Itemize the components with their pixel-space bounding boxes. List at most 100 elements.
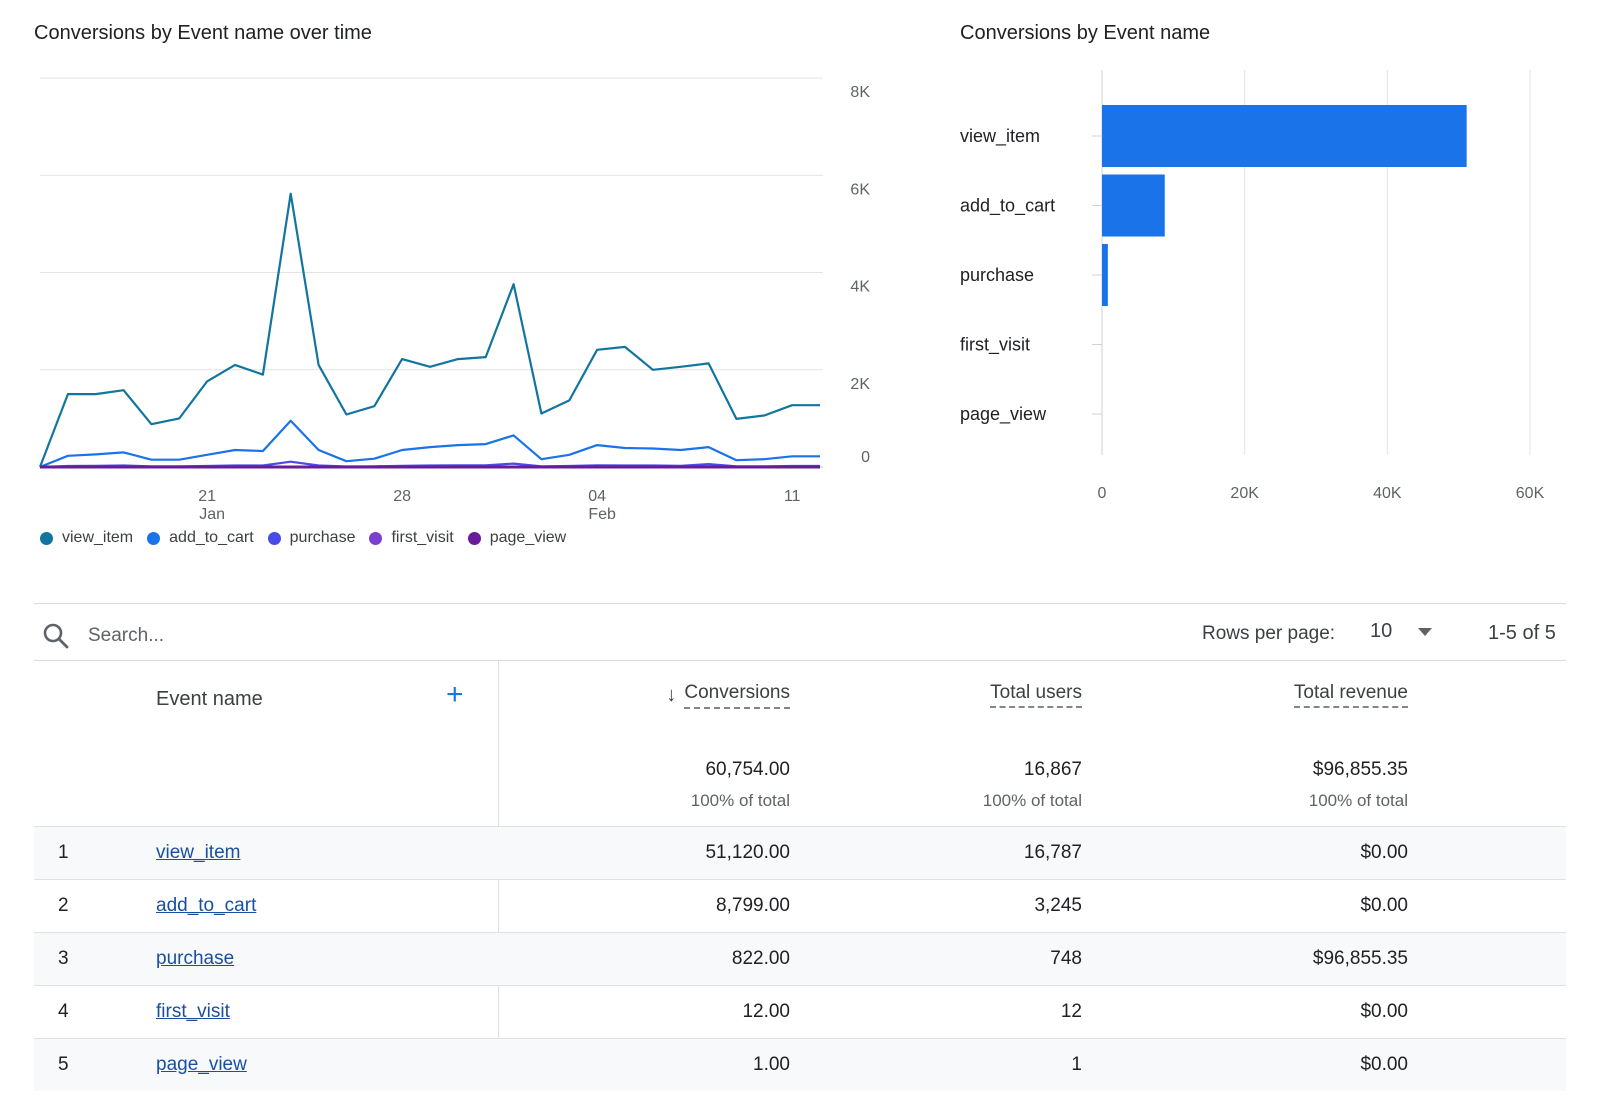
legend-dot — [369, 531, 383, 545]
total-revenue-pct: 100% of total — [1308, 791, 1408, 810]
table-top-divider — [34, 660, 1566, 661]
x-tick-sublabel: Jan — [199, 506, 225, 520]
header-total-users-label: Total users — [990, 682, 1082, 708]
category-label: add_to_cart — [960, 196, 1055, 217]
legend-label: purchase — [289, 529, 356, 546]
row-revenue: $0.00 — [1360, 1001, 1408, 1022]
total-conversions: 60,754.00 — [705, 759, 790, 780]
row-conversions: 51,120.00 — [705, 842, 790, 863]
x-tick-label: 28 — [393, 488, 411, 505]
table-row: 1 view_item 51,120.00 16,787 $0.00 — [34, 826, 1566, 879]
row-conversions: 8,799.00 — [716, 895, 790, 916]
event-link[interactable]: first_visit — [156, 1001, 230, 1022]
category-label: first_visit — [960, 335, 1030, 356]
x-tick-label: 20K — [1230, 485, 1259, 502]
row-index: 3 — [58, 948, 69, 969]
row-index: 4 — [58, 1001, 69, 1022]
series-line-view-item — [38, 192, 820, 468]
row-index: 5 — [58, 1054, 69, 1075]
row-users: 1 — [1071, 1054, 1082, 1075]
bar-view-item — [1102, 105, 1467, 167]
event-link[interactable]: add_to_cart — [156, 895, 257, 916]
category-label: purchase — [960, 265, 1034, 285]
pagination-range: 1-5 of 5 — [1488, 622, 1556, 644]
event-link[interactable]: purchase — [156, 948, 235, 969]
header-conversions-label: Conversions — [684, 682, 790, 709]
row-users: 748 — [1050, 948, 1082, 969]
table-row: 4 first_visit 12.00 12 $0.00 — [34, 985, 1566, 1038]
dropdown-arrow-icon — [1418, 627, 1433, 636]
rows-per-page-select[interactable]: 10 — [1370, 620, 1433, 643]
row-users: 16,787 — [1023, 842, 1082, 863]
total-conversions-pct: 100% of total — [690, 791, 790, 810]
row-conversions: 822.00 — [731, 948, 790, 969]
row-index: 2 — [58, 895, 69, 916]
legend-dot — [267, 531, 281, 545]
row-conversions: 12.00 — [742, 1001, 790, 1022]
x-tick-label: 21 — [198, 488, 216, 505]
series-line-add-to-cart — [39, 419, 820, 469]
event-link[interactable]: page_view — [156, 1054, 247, 1075]
row-revenue: $96,855.35 — [1312, 948, 1408, 969]
total-users-pct: 100% of total — [982, 791, 1082, 810]
row-revenue: $0.00 — [1360, 1054, 1408, 1075]
legend-label: add_to_cart — [169, 529, 254, 546]
header-conversions[interactable]: ↓ Conversions — [666, 682, 790, 709]
y-tick-label: 0 — [861, 449, 870, 466]
header-total-users[interactable]: Total users — [990, 682, 1082, 708]
total-revenue: $96,855.35 — [1312, 759, 1408, 780]
bar-purchase — [1102, 244, 1108, 306]
legend-label: page_view — [489, 529, 567, 546]
legend-label: first_visit — [391, 529, 454, 546]
bar-add-to-cart — [1102, 174, 1165, 237]
row-users: 12 — [1060, 1001, 1082, 1022]
table-row: 2 add_to_cart 8,799.00 3,245 $0.00 — [34, 879, 1566, 932]
row-conversions: 1.00 — [753, 1054, 790, 1075]
x-tick-label: 11 — [784, 488, 801, 505]
rows-per-page-value: 10 — [1370, 620, 1393, 642]
search-bar — [42, 616, 390, 656]
add-dimension-icon[interactable]: + — [446, 678, 464, 711]
x-tick-label: 0 — [1098, 485, 1107, 502]
y-tick-label: 8K — [850, 84, 870, 101]
y-tick-label: 6K — [850, 181, 870, 198]
event-link[interactable]: view_item — [156, 842, 241, 863]
table-row: 3 purchase 822.00 748 $96,855.35 — [34, 932, 1566, 985]
section-divider — [34, 603, 1566, 604]
rows-per-page-label: Rows per page: — [1202, 623, 1336, 644]
search-icon[interactable] — [42, 622, 70, 650]
bar-chart: view_item add_to_cart purchase first_visitp… — [960, 70, 1545, 502]
line-chart-legend: view_item add_to_cart purchase first_vis… — [40, 529, 580, 547]
y-tick-label: 4K — [850, 279, 870, 296]
legend-item-view-item[interactable]: view_item — [40, 529, 133, 547]
row-revenue: $0.00 — [1360, 842, 1408, 863]
legend-dot — [40, 531, 53, 545]
legend-dot — [147, 531, 161, 545]
row-revenue: $0.00 — [1360, 895, 1408, 916]
header-total-revenue[interactable]: Total revenue — [1293, 682, 1408, 708]
sort-down-icon: ↓ — [666, 684, 677, 706]
y-tick-label: 2K — [850, 376, 870, 393]
legend-item-first-visit[interactable]: first_visit — [369, 529, 454, 547]
legend-item-purchase[interactable]: purchase — [267, 529, 356, 547]
category-label: page_view — [960, 404, 1047, 425]
legend-label: view_item — [62, 529, 134, 546]
legend-item-add-to-cart[interactable]: add_to_cart — [147, 529, 254, 547]
bar-chart-title: Conversions by Event name — [960, 22, 1211, 44]
category-label: view_item — [960, 126, 1040, 147]
row-index: 1 — [58, 842, 69, 863]
header-total-revenue-label: Total revenue — [1293, 682, 1408, 708]
header-event-name[interactable]: Event name — [156, 688, 263, 710]
x-tick-label: 60K — [1516, 485, 1545, 502]
row-users: 3,245 — [1034, 895, 1082, 916]
x-tick-label: 40K — [1373, 485, 1402, 502]
table-row: 5 page_view 1.00 1 $0.00 — [34, 1038, 1566, 1091]
legend-dot — [467, 531, 481, 545]
total-users: 16,867 — [1023, 759, 1082, 780]
x-tick-label: 04 — [588, 488, 606, 505]
legend-item-page-view[interactable]: page_view — [467, 529, 567, 547]
search-input[interactable] — [86, 624, 390, 648]
line-chart-title: Conversions by Event name over time — [34, 22, 372, 44]
x-tick-sublabel: Feb — [588, 506, 616, 520]
